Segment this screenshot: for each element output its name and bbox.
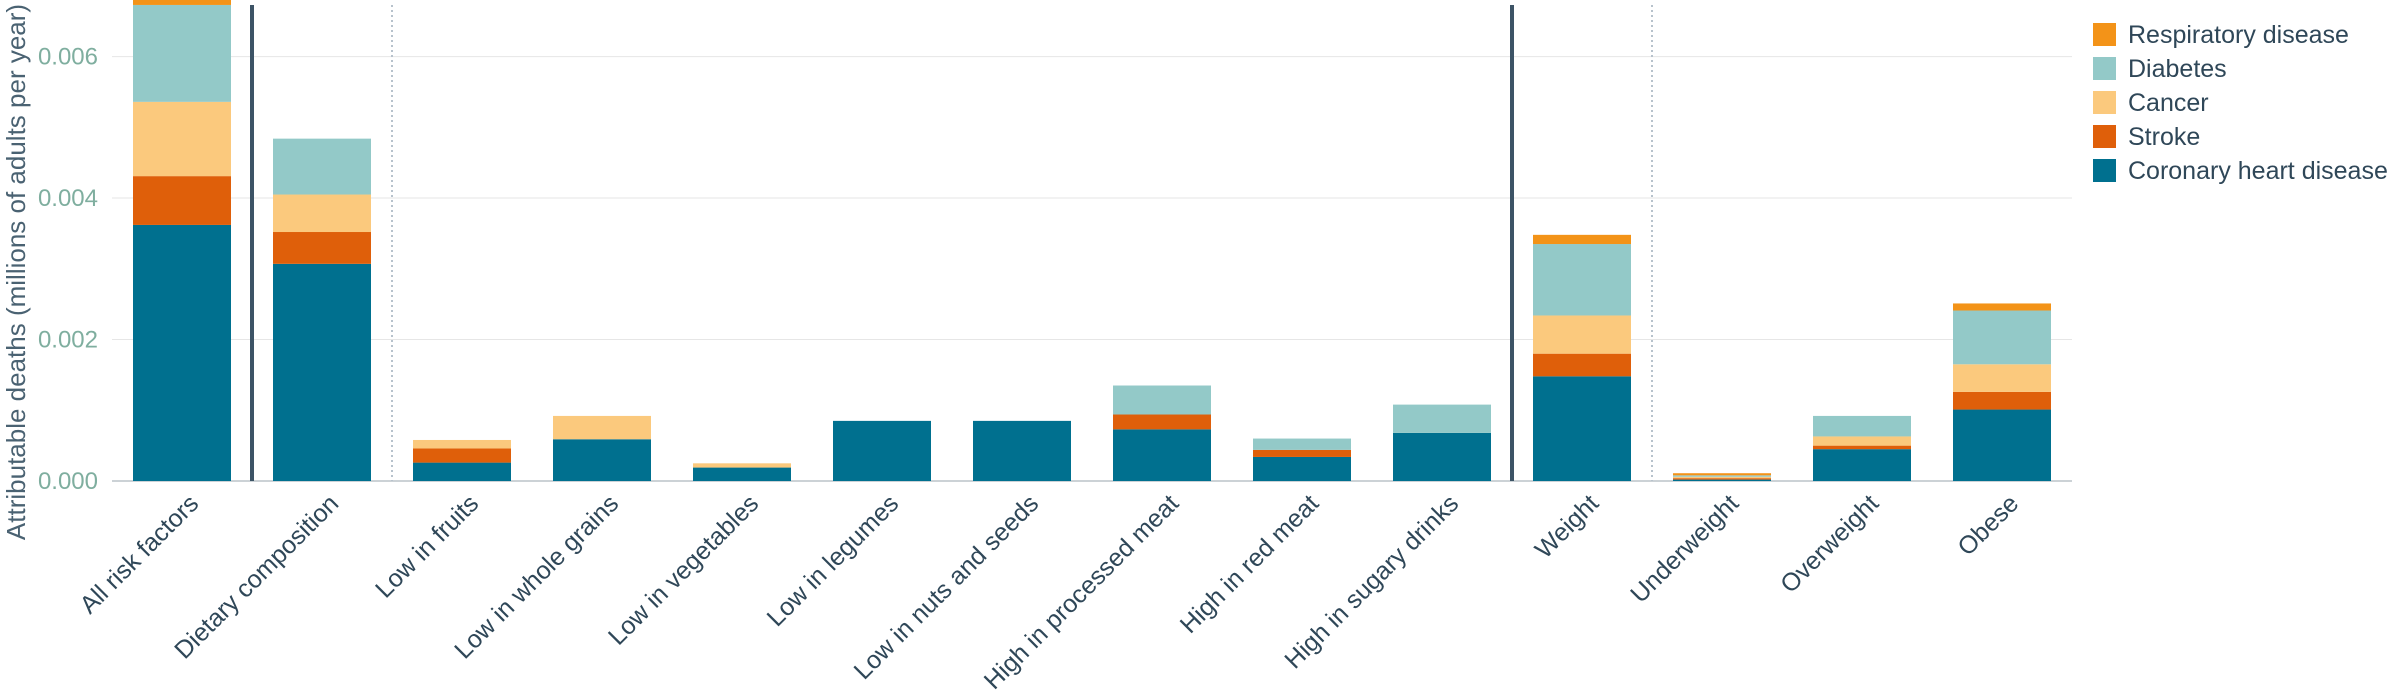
bar-segment-coronary-heart-disease: [553, 439, 651, 481]
legend-swatch: [2093, 91, 2116, 114]
bar-segment-coronary-heart-disease: [133, 224, 231, 481]
bar-segment-coronary-heart-disease: [1253, 456, 1351, 481]
bar-segment-coronary-heart-disease: [973, 420, 1071, 481]
bar-segment-respiratory-disease: [1673, 473, 1771, 476]
bar-segment-coronary-heart-disease: [273, 263, 371, 481]
x-category-label: Low in vegetables: [603, 489, 764, 650]
y-tick-label: 0.004: [38, 185, 98, 212]
bar-segment-respiratory-disease: [133, 0, 231, 5]
bar-segment-cancer: [413, 439, 511, 449]
bar-segment-diabetes: [1533, 244, 1631, 316]
bar-segment-cancer: [1673, 476, 1771, 479]
bar-segment-cancer: [273, 194, 371, 233]
bar-segment-cancer: [1813, 436, 1911, 446]
bar-segment-diabetes: [1253, 438, 1351, 450]
bar-segment-coronary-heart-disease: [1533, 376, 1631, 481]
bar-segment-stroke: [1673, 478, 1771, 480]
bar-segment-stroke: [133, 176, 231, 225]
bar-segment-respiratory-disease: [1953, 303, 2051, 311]
bar-segment-diabetes: [1113, 385, 1211, 415]
legend-label: Cancer: [2128, 89, 2209, 117]
bar-segment-stroke: [1953, 391, 2051, 410]
x-category-label: Low in legumes: [762, 489, 905, 632]
bar-segment-diabetes: [273, 138, 371, 195]
legend-label: Stroke: [2128, 123, 2200, 151]
x-category-label: All risk factors: [74, 489, 204, 619]
bar-segment-stroke: [413, 448, 511, 463]
bar-segment-coronary-heart-disease: [833, 420, 931, 481]
x-category-label: Underweight: [1625, 489, 1744, 608]
bar-segment-cancer: [133, 101, 231, 177]
y-tick-label: 0.006: [38, 44, 98, 71]
x-category-label: High in red meat: [1175, 489, 1325, 639]
y-tick-label: 0.002: [38, 327, 98, 354]
x-category-label: Overweight: [1775, 489, 1884, 598]
bar-segment-diabetes: [1953, 310, 2051, 365]
bar-segment-coronary-heart-disease: [693, 467, 791, 481]
x-category-label: Weight: [1530, 489, 1605, 564]
bar-segment-diabetes: [133, 4, 231, 102]
legend-swatch: [2093, 159, 2116, 182]
bar-segment-coronary-heart-disease: [1953, 409, 2051, 481]
bar-segment-coronary-heart-disease: [413, 462, 511, 481]
bar-segment-coronary-heart-disease: [1673, 479, 1771, 481]
y-tick-label: 0.000: [38, 468, 98, 495]
bar-segment-stroke: [1253, 449, 1351, 457]
bar-segment-respiratory-disease: [1533, 234, 1631, 245]
bar-segment-cancer: [553, 415, 651, 440]
x-category-label: Low in fruits: [370, 489, 484, 603]
x-category-label: Obese: [1952, 489, 2024, 561]
bar-segment-cancer: [1953, 364, 2051, 392]
bar-segment-stroke: [1813, 445, 1911, 450]
bar-segment-coronary-heart-disease: [1393, 432, 1491, 481]
legend-label: Diabetes: [2128, 55, 2227, 83]
legend-label: Respiratory disease: [2128, 21, 2349, 49]
legend-swatch: [2093, 57, 2116, 80]
bar-segment-cancer: [693, 463, 791, 468]
bar-segment-coronary-heart-disease: [1113, 429, 1211, 481]
legend-swatch: [2093, 125, 2116, 148]
bar-segment-coronary-heart-disease: [1813, 449, 1911, 481]
bar-segment-stroke: [273, 232, 371, 264]
bar-segment-diabetes: [1673, 475, 1771, 477]
legend-swatch: [2093, 23, 2116, 46]
bar-segment-diabetes: [1393, 404, 1491, 433]
bar-segment-cancer: [1533, 315, 1631, 354]
y-axis-title: Attributable deaths (millions of adults …: [1, 4, 31, 540]
legend-label: Coronary heart disease: [2128, 157, 2388, 185]
bar-segment-stroke: [1113, 414, 1211, 430]
bar-segment-diabetes: [1813, 415, 1911, 437]
bar-segment-stroke: [1533, 353, 1631, 377]
